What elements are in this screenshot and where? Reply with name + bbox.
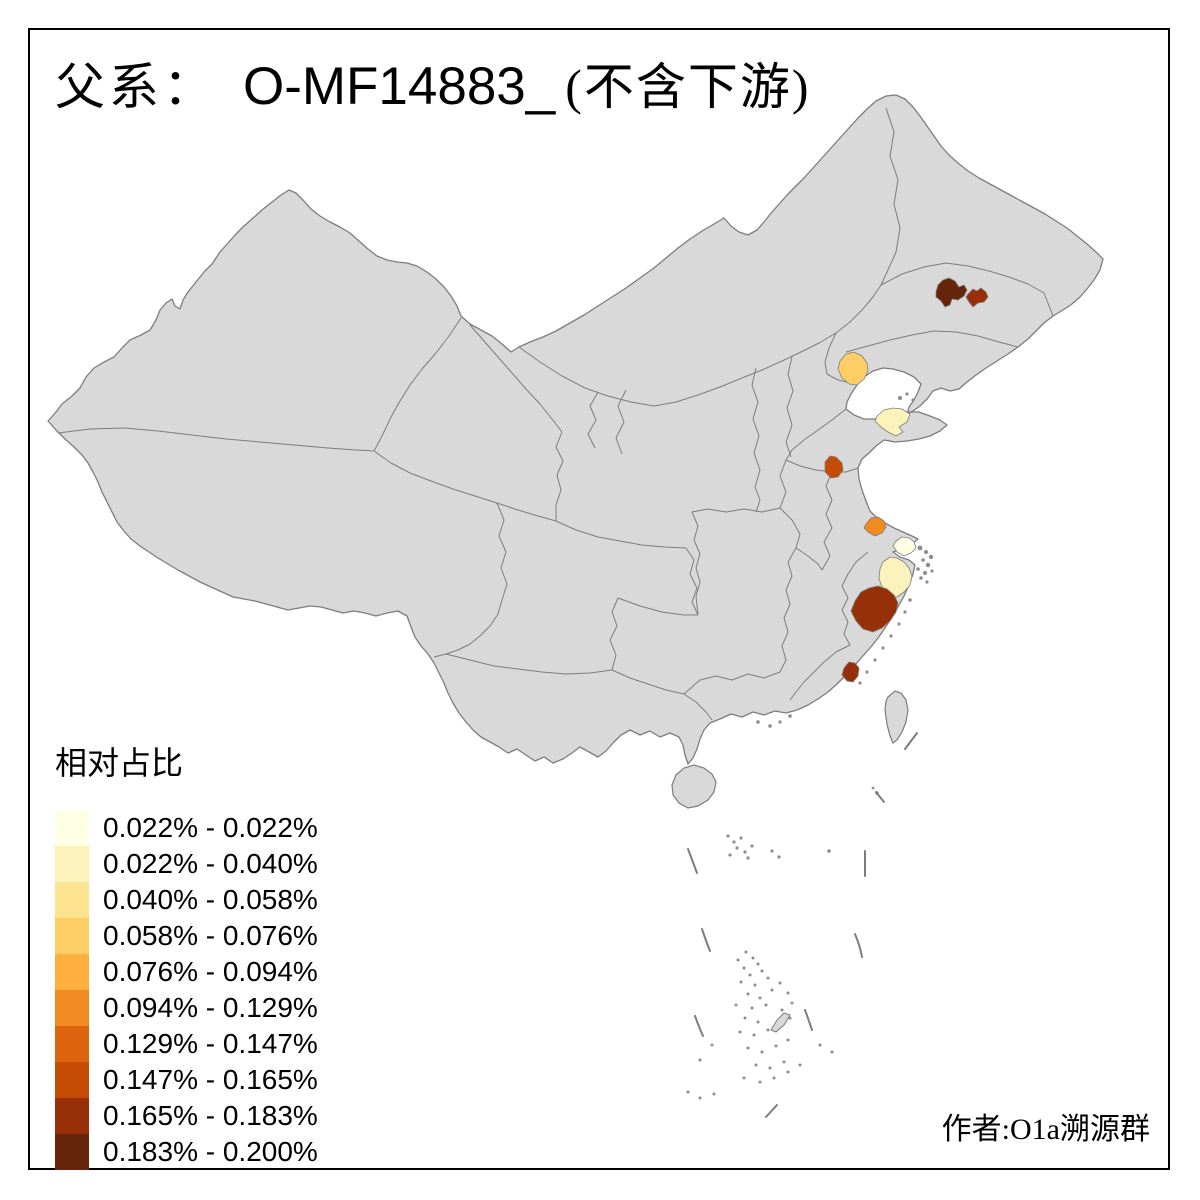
legend-label: 0.165% - 0.183% bbox=[103, 1100, 318, 1131]
legend-swatch bbox=[55, 810, 89, 846]
hainan-island bbox=[671, 764, 717, 809]
legend-title: 相对占比 bbox=[55, 745, 184, 781]
legend-row: 0.076% - 0.094% bbox=[55, 954, 318, 990]
province-borders bbox=[57, 107, 1054, 721]
legend-swatch bbox=[55, 1134, 89, 1170]
region-beijing-tianjin bbox=[837, 351, 869, 386]
south-china-sea-islands bbox=[686, 786, 879, 1100]
title-haplogroup-code: O-MF14883_ bbox=[243, 57, 556, 116]
title-prefix: 父系： bbox=[55, 59, 217, 115]
region-south-jiangsu bbox=[863, 516, 887, 537]
choropleth-regions bbox=[824, 277, 989, 683]
legend-row: 0.058% - 0.076% bbox=[55, 918, 318, 954]
legend-row: 0.183% - 0.200% bbox=[55, 1134, 318, 1170]
region-northeast-zhejiang bbox=[878, 556, 913, 598]
legend-label: 0.147% - 0.165% bbox=[103, 1064, 318, 1095]
legend-swatch bbox=[55, 882, 89, 918]
legend-swatch bbox=[55, 1062, 89, 1098]
region-jilin-east bbox=[965, 287, 989, 308]
region-shanghai bbox=[892, 536, 917, 557]
legend-label: 0.022% - 0.022% bbox=[103, 812, 318, 843]
legend-label: 0.058% - 0.076% bbox=[103, 920, 318, 951]
legend-row: 0.129% - 0.147% bbox=[55, 1026, 318, 1062]
legend: 相对占比 0.022% - 0.022% 0.022% - 0.040% 0.0… bbox=[55, 738, 318, 1170]
title-suffix: (不含下游) bbox=[565, 59, 811, 115]
region-south-shandong bbox=[824, 455, 844, 479]
legend-row: 0.147% - 0.165% bbox=[55, 1062, 318, 1098]
legend-swatch bbox=[55, 990, 89, 1026]
legend-swatch bbox=[55, 954, 89, 990]
region-coastal-fujian bbox=[841, 661, 860, 683]
legend-label: 0.040% - 0.058% bbox=[103, 884, 318, 915]
legend-row: 0.022% - 0.022% bbox=[55, 810, 318, 846]
region-shandong-peninsula bbox=[874, 407, 911, 437]
taiwan-island bbox=[884, 690, 909, 744]
legend-row: 0.022% - 0.040% bbox=[55, 846, 318, 882]
palawan-sliver-island bbox=[770, 1012, 791, 1033]
legend-label: 0.094% - 0.129% bbox=[103, 992, 318, 1023]
legend-swatch bbox=[55, 918, 89, 954]
legend-label: 0.183% - 0.200% bbox=[103, 1136, 318, 1167]
nine-dash-line bbox=[687, 732, 918, 1118]
legend-row: 0.165% - 0.183% bbox=[55, 1098, 318, 1134]
legend-row: 0.040% - 0.058% bbox=[55, 882, 318, 918]
legend-row: 0.094% - 0.129% bbox=[55, 990, 318, 1026]
coastal-islands bbox=[756, 392, 934, 728]
region-jilin-west bbox=[935, 277, 968, 308]
legend-swatch bbox=[55, 1098, 89, 1134]
legend-label: 0.129% - 0.147% bbox=[103, 1028, 318, 1059]
legend-swatch bbox=[55, 1026, 89, 1062]
legend-label: 0.076% - 0.094% bbox=[103, 956, 318, 987]
author-attribution: 作者:O1a溯源群 bbox=[941, 1113, 1150, 1146]
china-mainland bbox=[47, 94, 1104, 765]
legend-swatch bbox=[55, 846, 89, 882]
legend-label: 0.022% - 0.040% bbox=[103, 848, 318, 879]
page-title: 父系： O-MF14883_ (不含下游) bbox=[55, 57, 811, 116]
region-central-zhejiang bbox=[850, 585, 899, 633]
